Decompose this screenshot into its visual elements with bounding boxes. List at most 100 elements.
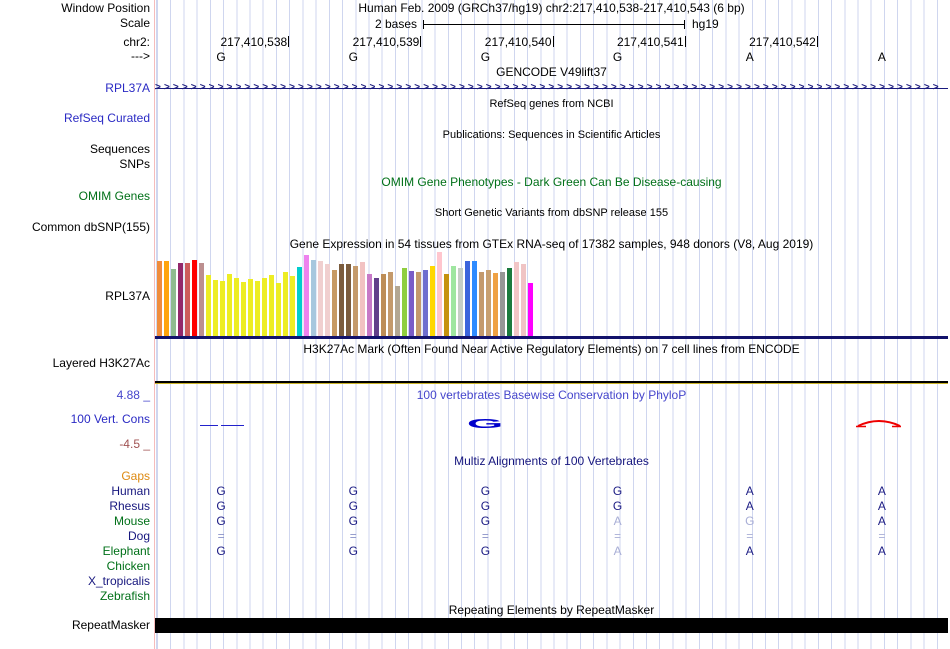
- gtex-tissue-bar: [332, 270, 337, 336]
- repeatmasker-label[interactable]: RepeatMasker: [71, 618, 150, 632]
- gtex-tissue-bar: [416, 272, 421, 336]
- species-label-zebrafish[interactable]: Zebrafish: [99, 589, 150, 603]
- gtex-expression-barchart[interactable]: [157, 252, 537, 336]
- gtex-tissue-bar: [479, 272, 484, 336]
- alignment-base: =: [481, 529, 489, 543]
- scale-bar-left-tick: [423, 20, 424, 29]
- gtex-tissue-bar: [185, 263, 190, 336]
- gtex-tissue-bar: [493, 273, 498, 336]
- gtex-gene-label[interactable]: RPL37A: [105, 289, 150, 303]
- species-label-rhesus[interactable]: Rhesus: [109, 499, 150, 513]
- reference-base: A: [745, 50, 754, 64]
- alignment-base: =: [746, 529, 754, 543]
- gtex-tissue-bar: [374, 278, 379, 336]
- alignment-base: =: [217, 529, 225, 543]
- ruler-tick: [420, 36, 422, 47]
- gencode-track-title: GENCODE V49lift37: [496, 65, 607, 79]
- gtex-tissue-bar: [311, 260, 316, 336]
- gtex-tissue-bar: [206, 275, 211, 336]
- alignment-base: A: [613, 514, 622, 528]
- ruler-tick: [552, 36, 554, 47]
- gtex-tissue-bar: [276, 283, 281, 336]
- conservation-max-value: 4.88 _: [116, 388, 150, 402]
- gtex-tissue-bar: [178, 263, 183, 336]
- assembly-name: hg19: [692, 17, 719, 31]
- strand-arrow-label: --->: [131, 49, 150, 63]
- reference-base: G: [612, 50, 623, 64]
- gtex-tissue-bar: [451, 266, 456, 336]
- species-label-mouse[interactable]: Mouse: [113, 514, 150, 528]
- gtex-tissue-bar: [304, 255, 309, 336]
- dbsnp-track-title: Short Genetic Variants from dbSNP releas…: [434, 207, 669, 219]
- gtex-baseline: [155, 336, 948, 339]
- alignment-base: G: [216, 499, 226, 513]
- omim-genes-label[interactable]: OMIM Genes: [78, 189, 150, 203]
- ruler-position-label: 217,410,538: [220, 35, 290, 49]
- gtex-tissue-bar: [430, 266, 435, 336]
- gtex-tissue-bar: [423, 270, 428, 336]
- repeatmasker-element-bar[interactable]: [155, 618, 948, 633]
- gene-strand-arrows[interactable]: >>>>>>>>>>>>>>>>>>>>>>>>>>>>>>>>>>>>>>>>…: [155, 82, 942, 93]
- gtex-tissue-bar: [290, 276, 295, 336]
- common-dbsnp-label[interactable]: Common dbSNP(155): [31, 220, 150, 234]
- alignment-base: G: [480, 484, 491, 498]
- alignment-base: G: [348, 484, 358, 498]
- reference-base: G: [480, 50, 491, 64]
- h3k27ac-signal-line: [155, 381, 948, 384]
- ruler-position-label: 217,410,539: [352, 35, 422, 49]
- conservation-negative-arc: [856, 416, 902, 432]
- h3k27ac-track-title: H3K27Ac Mark (Often Found Near Active Re…: [303, 342, 800, 356]
- position-ruler: 217,410,538 217,410,539 217,410,540 217,410…: [0, 36, 950, 49]
- alignment-base: A: [877, 499, 886, 513]
- layered-h3k27ac-label[interactable]: Layered H3K27Ac: [52, 356, 150, 370]
- gtex-tissue-bar: [171, 269, 176, 336]
- scale-bar: [423, 24, 685, 25]
- gtex-tissue-bar: [339, 264, 344, 336]
- conservation-wiggle-segment: [200, 425, 244, 426]
- alignment-base: A: [745, 544, 754, 558]
- species-label-chicken[interactable]: Chicken: [106, 559, 150, 573]
- repeatmasker-track-title: Repeating Elements by RepeatMasker: [448, 603, 655, 617]
- multiz-track-title: Multiz Alignments of 100 Vertebrates: [454, 454, 649, 468]
- species-label-elephant[interactable]: Elephant: [102, 544, 150, 558]
- species-row: Zebrafish: [0, 589, 950, 604]
- gtex-tissue-bar: [227, 274, 232, 336]
- omim-track-title: OMIM Gene Phenotypes - Dark Green Can Be…: [381, 175, 722, 189]
- gencode-gene-label[interactable]: RPL37A: [105, 81, 150, 95]
- conservation-track-label[interactable]: 100 Vert. Cons: [70, 412, 150, 426]
- refseq-curated-label[interactable]: RefSeq Curated: [63, 111, 150, 125]
- species-label-human[interactable]: Human: [111, 484, 150, 498]
- species-label-dog[interactable]: Dog: [127, 529, 150, 543]
- alignment-base: =: [878, 529, 886, 543]
- alignment-base: A: [745, 484, 754, 498]
- alignment-base: G: [480, 514, 491, 528]
- species-row: Rhesus G G G G A A: [0, 499, 950, 514]
- chromosome-label: chr2:: [123, 35, 150, 49]
- species-label-x_tropicalis[interactable]: X_tropicalis: [87, 574, 150, 588]
- species-row: Chicken: [0, 559, 950, 574]
- gtex-tissue-bar: [437, 252, 442, 336]
- ruler-tick: [288, 36, 290, 47]
- scale-bar-right-tick: [684, 20, 685, 29]
- gtex-tissue-bar: [409, 271, 414, 336]
- conservation-base-glyph: G: [461, 416, 509, 431]
- species-row: X_tropicalis: [0, 574, 950, 589]
- snps-track-label[interactable]: SNPs: [119, 157, 150, 171]
- gtex-tissue-bar: [444, 274, 449, 336]
- gtex-tissue-bar: [199, 263, 204, 336]
- gtex-tissue-bar: [381, 274, 386, 336]
- gtex-tissue-bar: [395, 286, 400, 336]
- species-row: Gaps: [0, 469, 950, 484]
- species-label-gaps[interactable]: Gaps: [121, 469, 150, 483]
- sequences-track-label[interactable]: Sequences: [89, 142, 150, 156]
- scale-label: Scale: [119, 16, 150, 30]
- gtex-tissue-bar: [458, 268, 463, 336]
- gtex-tissue-bar: [465, 261, 470, 336]
- alignment-base: A: [745, 499, 754, 513]
- species-row: Elephant G G G A A A: [0, 544, 950, 559]
- reference-base: A: [877, 50, 886, 64]
- gtex-tissue-bar: [283, 272, 288, 336]
- ruler-position-label: 217,410,542: [749, 35, 818, 49]
- ruler-position-label: 217,410,541: [616, 35, 686, 49]
